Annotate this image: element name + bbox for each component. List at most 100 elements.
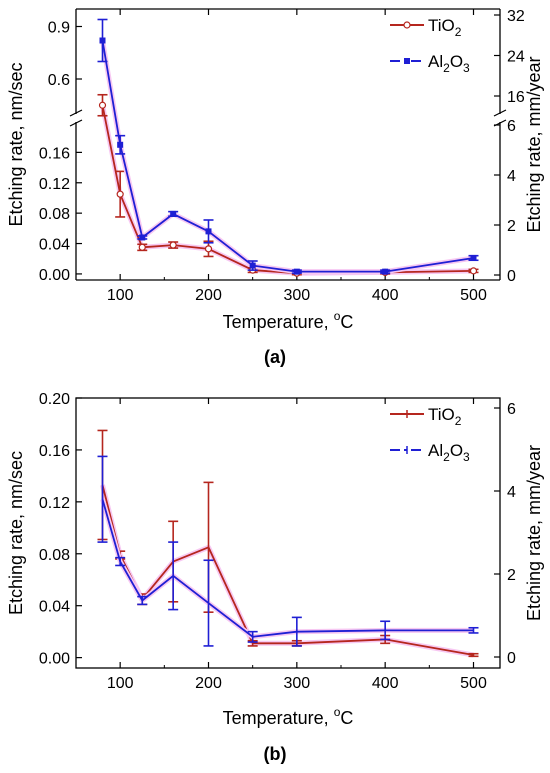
y-axis-label-right: Etching rate, mm/year <box>524 56 544 232</box>
legend-label-main: TiO <box>428 16 455 35</box>
x-axis-label: Temperature, oC <box>223 705 354 728</box>
x-tick-label: 400 <box>372 287 399 304</box>
y-tick-label-right: 6 <box>507 401 516 418</box>
legend-label-main: Al <box>428 441 443 460</box>
y-tick-label-left: 0.20 <box>39 391 70 408</box>
data-point <box>204 245 213 253</box>
legend-marker <box>403 21 411 29</box>
series-tio2 <box>97 429 479 658</box>
legend-item-al2o3: Al2O3 <box>390 52 470 75</box>
y-tick-label-left: 0.12 <box>39 495 70 512</box>
panel-caption: (b) <box>264 744 287 764</box>
legend-label-subscript: 2 <box>443 450 450 464</box>
legend-label: Al2O3 <box>428 441 470 464</box>
x-tick-label: 200 <box>195 675 222 692</box>
x-axis-label-unit: C <box>340 312 353 332</box>
x-tick-label: 400 <box>372 675 399 692</box>
y-tick-label-right: 32 <box>507 8 525 25</box>
y-tick-label-left: 0.04 <box>39 237 70 254</box>
legend-item-tio2: TiO2 <box>390 16 462 39</box>
plot-frame <box>75 397 501 669</box>
legend-label-subscript: 2 <box>455 25 462 39</box>
x-tick-label: 500 <box>460 287 487 304</box>
data-point <box>117 141 124 148</box>
y-tick-label-right: 16 <box>507 89 525 106</box>
legend-item-al2o3: Al2O3 <box>390 441 470 464</box>
data-point <box>138 243 146 251</box>
axis-break-mark-left <box>69 119 83 127</box>
data-point <box>116 190 124 198</box>
y-tick-label-right: 0 <box>507 268 516 285</box>
x-axis-label-unit: C <box>340 708 353 728</box>
data-point <box>469 267 478 275</box>
legend-marker <box>404 58 410 64</box>
legend-label: TiO2 <box>428 16 462 39</box>
series-al2o3 <box>97 18 479 275</box>
data-point <box>470 254 477 261</box>
data-point <box>205 228 212 235</box>
x-tick-label: 300 <box>283 287 310 304</box>
legend-label-subscript: 3 <box>463 450 470 464</box>
y-tick-label-right: 24 <box>507 49 525 66</box>
y-tick-label-right: 4 <box>507 168 516 185</box>
y-tick-label-left: 0.08 <box>39 547 70 564</box>
data-point <box>293 268 300 275</box>
series-al2o3 <box>97 455 479 647</box>
y-axis-label-left: Etching rate, nm/sec <box>6 451 26 615</box>
data-point <box>170 210 177 217</box>
y-tick-label-right: 4 <box>507 484 516 501</box>
x-axis-label-text: Temperature, <box>223 312 334 332</box>
axis-break-mark-left <box>69 109 83 117</box>
x-axis-label: Temperature, oC <box>223 309 354 332</box>
series-line-halo <box>100 498 474 640</box>
series-tio2 <box>97 93 479 277</box>
x-axis-label-degree: o <box>334 309 341 323</box>
x-tick-label: 100 <box>107 287 134 304</box>
y-tick-label-left: 0.00 <box>39 267 70 284</box>
y-axis-label-right: Etching rate, mm/year <box>524 445 544 621</box>
series-line <box>101 40 474 273</box>
data-point <box>99 37 106 44</box>
y-tick-label-right: 2 <box>507 218 516 235</box>
legend-label-main: Al <box>428 52 443 71</box>
legend-label-main: TiO <box>428 405 455 424</box>
axis-break-mark-right <box>493 109 507 117</box>
x-tick-label: 300 <box>283 675 310 692</box>
data-point <box>98 101 107 109</box>
panel-caption: (a) <box>264 347 286 367</box>
legend-label-main: O <box>450 441 463 460</box>
y-tick-label-left: 0.04 <box>39 599 70 616</box>
y-tick-label-left: 0.08 <box>39 206 70 223</box>
y-tick-label-left: 0.9 <box>48 20 70 37</box>
y-tick-label-left: 0.12 <box>39 176 70 193</box>
y-tick-label-right: 2 <box>507 567 516 584</box>
legend-label-subscript: 3 <box>463 61 470 75</box>
chart-panel-b: 100 200 300 400 500 0.00 0.04 0.08 0.12 0.16 0.20 0… <box>6 391 544 728</box>
y-tick-label-left: 0.16 <box>39 145 70 162</box>
y-tick-label-left: 0.6 <box>48 72 70 89</box>
y-tick-label-left: 0.00 <box>39 651 70 668</box>
x-tick-label: 100 <box>107 675 134 692</box>
data-point <box>169 241 177 249</box>
series-line <box>101 499 474 638</box>
x-tick-label: 500 <box>460 675 487 692</box>
legend-item-tio2: TiO2 <box>390 405 462 428</box>
y-axis-label-left: Etching rate, nm/sec <box>6 62 26 226</box>
chart-panel-a: 100 200 300 400 500 0.00 0.04 0.08 0.12 0.16 0.6 0.… <box>6 8 544 332</box>
x-tick-label: 200 <box>195 287 222 304</box>
legend-label: TiO2 <box>428 405 462 428</box>
y-tick-label-left: 0.16 <box>39 443 70 460</box>
data-point <box>382 268 389 275</box>
y-tick-label-right: 6 <box>507 118 516 135</box>
series-line-halo <box>100 40 474 275</box>
x-axis-label-text: Temperature, <box>223 708 334 728</box>
legend-label-subscript: 2 <box>443 61 450 75</box>
legend-label-main: O <box>450 52 463 71</box>
y-tick-label-right: 0 <box>507 650 516 667</box>
legend-label: Al2O3 <box>428 52 470 75</box>
x-axis-label-degree: o <box>334 705 341 719</box>
series-line-halo <box>100 104 474 276</box>
data-point <box>139 234 146 241</box>
legend-label-subscript: 2 <box>455 414 462 428</box>
